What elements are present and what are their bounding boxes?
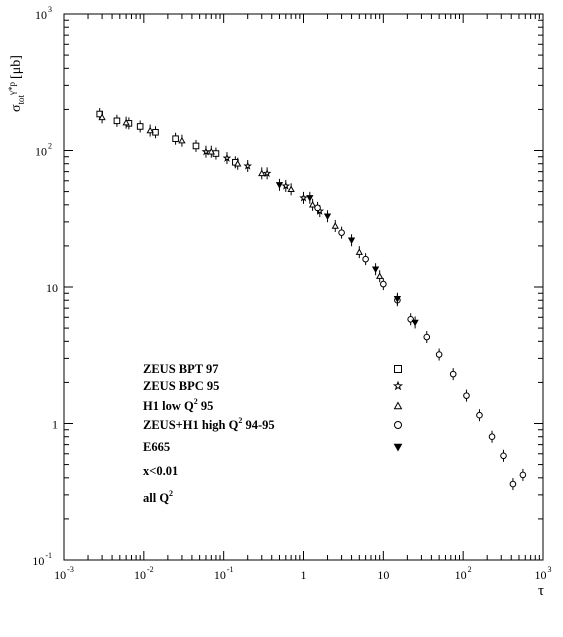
data-point-triangle bbox=[234, 159, 242, 167]
data-point-triangle bbox=[331, 222, 339, 229]
data-point-triangle bbox=[98, 113, 106, 121]
data-point-circle bbox=[449, 370, 457, 378]
data-point-triangle bbox=[355, 248, 363, 255]
y-axis-label-sub: tot bbox=[16, 94, 26, 104]
annotations: x<0.01 all Q2 bbox=[143, 464, 178, 505]
tick-label: 102 bbox=[35, 142, 52, 159]
annotation-label: all Q2 bbox=[143, 489, 173, 505]
y-tick-labels: 10-1 1 10 102 103 bbox=[32, 5, 58, 568]
y-axis-label-unit: [μb] bbox=[9, 55, 24, 79]
data-point-triangle-down bbox=[393, 296, 402, 303]
data-point-circle bbox=[488, 433, 496, 441]
data-point-triangle-down bbox=[393, 443, 403, 452]
plot-frame bbox=[63, 13, 544, 561]
legend-label: H1 low Q2 95 bbox=[143, 397, 213, 413]
data-point-triangle bbox=[308, 200, 317, 208]
data-point-star bbox=[222, 153, 232, 162]
data-point-triangle bbox=[258, 169, 266, 177]
data-point-circle bbox=[519, 471, 527, 479]
data-point-square bbox=[136, 123, 144, 130]
y-axis-label-sup: γ*p bbox=[7, 81, 17, 95]
legend-label: ZEUS BPC 95 bbox=[143, 379, 219, 393]
tick-label: 10 bbox=[46, 281, 58, 295]
data-point-square bbox=[152, 128, 159, 136]
legend-label: ZEUS BPT 97 bbox=[143, 362, 219, 376]
data-point-circle bbox=[423, 333, 431, 341]
tick-label: 10-1 bbox=[32, 551, 52, 568]
x-axis-label: τ bbox=[538, 583, 544, 599]
annotation-label: x<0.01 bbox=[143, 464, 178, 478]
data-point-circle bbox=[500, 452, 507, 460]
data-point-circle bbox=[509, 480, 517, 488]
legend-label: ZEUS+H1 high Q2 94-95 bbox=[143, 416, 275, 432]
data-point-star bbox=[299, 193, 308, 202]
data-point-square bbox=[113, 117, 121, 125]
data-point-star bbox=[201, 147, 211, 156]
data-point-triangle-down bbox=[323, 213, 332, 221]
data-point-triangle bbox=[287, 185, 295, 193]
data-point-star bbox=[243, 161, 252, 170]
data-point-triangle bbox=[376, 272, 384, 279]
tick-label: 1 bbox=[301, 568, 307, 582]
data-point-triangle-down bbox=[371, 266, 380, 274]
data-point-square bbox=[192, 142, 200, 150]
data-point-triangle bbox=[122, 118, 130, 126]
data-point-triangle-down bbox=[411, 319, 419, 327]
axis-ticks bbox=[63, 13, 544, 561]
data-point-square bbox=[394, 365, 402, 373]
tick-label: 10-2 bbox=[134, 565, 154, 582]
y-axis-label: σtotγ*p [μb] bbox=[7, 55, 26, 112]
data-point-star bbox=[392, 380, 404, 391]
data-point-triangle-down bbox=[347, 237, 356, 245]
tick-label: 103 bbox=[535, 565, 552, 582]
data-point-triangle-down bbox=[275, 182, 284, 189]
data-point-triangle bbox=[393, 401, 403, 410]
data-point-star bbox=[281, 181, 291, 190]
data-point-circle bbox=[380, 280, 387, 288]
data-points bbox=[96, 108, 527, 491]
data-point-triangle-down bbox=[306, 195, 314, 202]
data-point-triangle bbox=[146, 126, 154, 134]
data-point-circle bbox=[435, 351, 443, 358]
data-point-circle bbox=[362, 255, 369, 263]
tick-label: 10-1 bbox=[214, 565, 234, 582]
tick-label: 10-3 bbox=[54, 565, 74, 582]
tick-label: 1 bbox=[52, 418, 58, 432]
y-axis-label-base: σ bbox=[9, 104, 24, 112]
tick-label: 10 bbox=[377, 568, 389, 582]
data-point-triangle bbox=[178, 136, 186, 144]
tick-label: 102 bbox=[455, 565, 472, 582]
data-point-circle bbox=[394, 421, 402, 429]
data-point-star bbox=[262, 168, 272, 178]
data-point-circle bbox=[463, 392, 470, 399]
data-point-square bbox=[172, 135, 179, 143]
data-point-circle bbox=[338, 229, 345, 236]
x-tick-labels: 10-3 10-2 10-1 1 10 102 103 bbox=[54, 565, 551, 582]
data-point-circle bbox=[314, 204, 321, 212]
data-point-triangle bbox=[207, 147, 215, 155]
data-point-circle bbox=[476, 411, 483, 419]
legend: ZEUS BPT 97 ZEUS BPC 95 H1 low Q2 95 ZEUS+H… bbox=[143, 362, 404, 454]
legend-label: E665 bbox=[143, 440, 170, 454]
tick-label: 103 bbox=[35, 5, 52, 22]
